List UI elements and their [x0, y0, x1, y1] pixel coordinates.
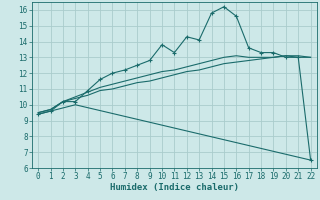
X-axis label: Humidex (Indice chaleur): Humidex (Indice chaleur) [110, 183, 239, 192]
